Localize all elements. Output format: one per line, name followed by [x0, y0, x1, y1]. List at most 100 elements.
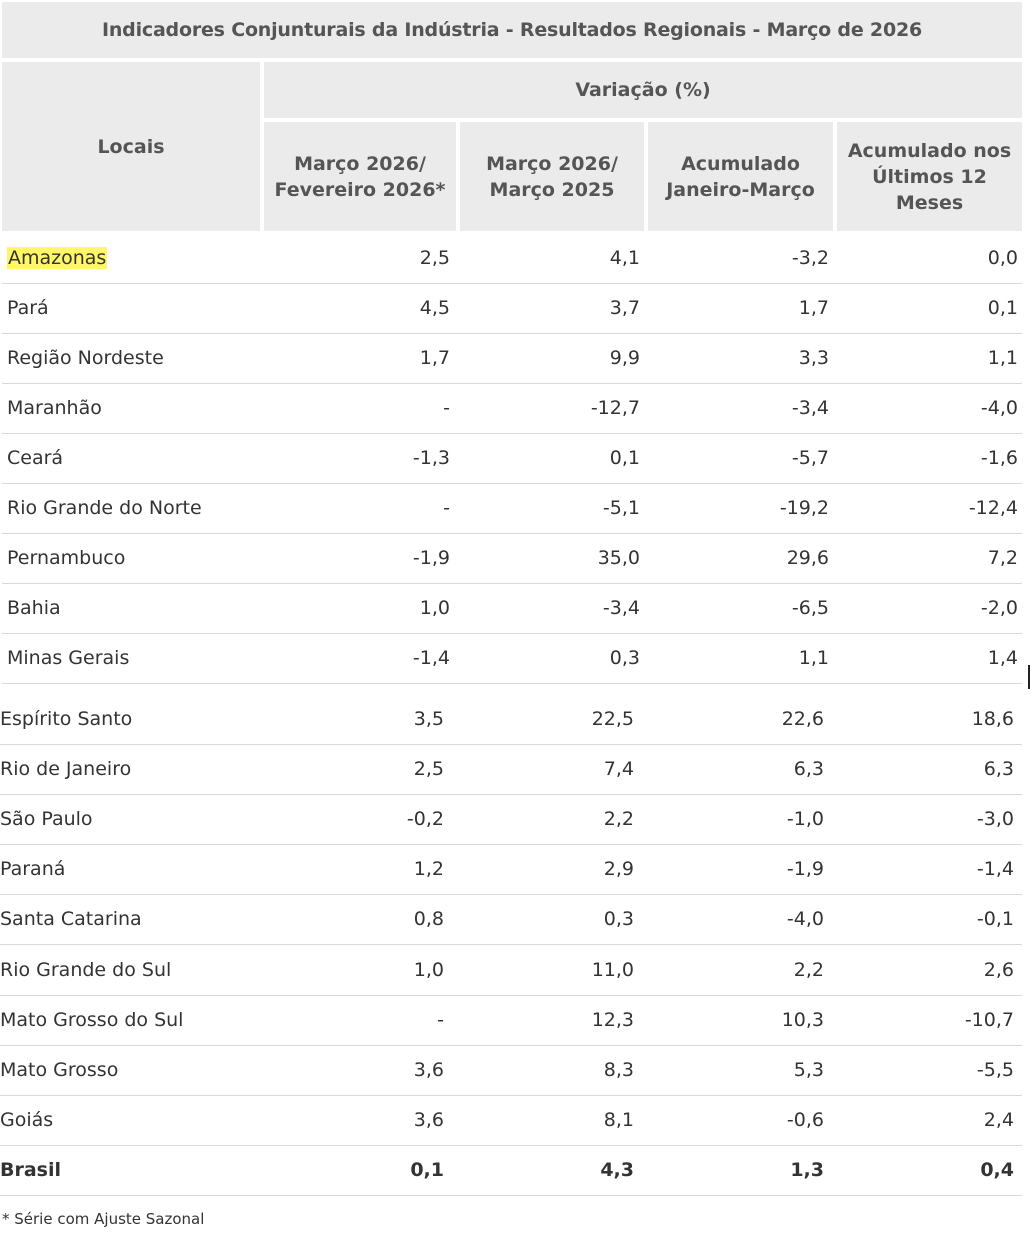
table-row: Pernambuco -1,9 35,0 29,6 7,2: [2, 534, 1022, 584]
row-value-cell: 22,5: [591, 708, 634, 730]
header-col-mar-mar: Março 2026/ Março 2025: [460, 122, 644, 231]
table-row: Mato Grosso 3,6 8,3 5,3 -5,5: [0, 1046, 1022, 1096]
row-local-label: Rio de Janeiro: [0, 758, 132, 780]
row-local-label: Pernambuco: [7, 547, 126, 569]
row-value-cell: 11,0: [591, 959, 634, 981]
row-value-cell: -5,5: [976, 1059, 1014, 1081]
table-row: Pará 4,5 3,7 1,7 0,1: [2, 284, 1022, 334]
row-value-cell: 0,1: [609, 447, 640, 469]
row-value-cell: 12,3: [591, 1009, 634, 1031]
row-local-cell: Bahia: [7, 584, 61, 633]
row-local-cell: Mato Grosso: [0, 1046, 118, 1095]
row-value-cell: -1,4: [976, 858, 1014, 880]
row-value-cell: 8,3: [603, 1059, 634, 1081]
row-value-cell: 29,6: [786, 547, 829, 569]
row-value-cell: 0,3: [603, 908, 634, 930]
row-local-cell: Santa Catarina: [0, 895, 142, 944]
row-local-label: Bahia: [7, 597, 61, 619]
table-row: Bahia 1,0 -3,4 -6,5 -2,0: [2, 584, 1022, 634]
header-col-acum-12m: Acumulado nos Últimos 12 Meses: [837, 122, 1022, 231]
row-value-cell: -1,0: [786, 808, 824, 830]
row-value-cell: 6,3: [983, 758, 1014, 780]
row-local-label: São Paulo: [0, 808, 93, 830]
table-row: Maranhão - -12,7 -3,4 -4,0: [2, 384, 1022, 434]
row-value-cell: -: [443, 497, 450, 519]
table-row: Rio Grande do Sul 1,0 11,0 2,2 2,6: [0, 946, 1022, 996]
text-cursor: [1028, 665, 1030, 689]
row-local-cell: Rio de Janeiro: [0, 745, 131, 794]
row-value-cell: -: [437, 1009, 444, 1031]
row-value-cell: -3,2: [791, 247, 829, 269]
row-value-cell: -12,4: [968, 497, 1018, 519]
row-local-label: Paraná: [0, 858, 66, 880]
header-col-label: Março 2026/ Fevereiro 2026*: [274, 152, 446, 201]
row-value-cell: 3,5: [413, 708, 444, 730]
table-title: Indicadores Conjunturais da Indústria - …: [2, 2, 1022, 58]
header-col-mar-fev: Março 2026/ Fevereiro 2026*: [264, 122, 456, 231]
row-local-cell: Brasil: [0, 1146, 61, 1195]
header-col-acum-jan-mar: Acumulado Janeiro-Março: [648, 122, 833, 231]
row-value-cell: 2,9: [603, 858, 634, 880]
table-row: Rio Grande do Norte - -5,1 -19,2 -12,4: [2, 484, 1022, 534]
row-value-cell: 3,6: [413, 1109, 444, 1131]
row-value-cell: 1,4: [987, 647, 1018, 669]
row-value-cell: 1,1: [987, 347, 1018, 369]
row-value-cell: -12,7: [590, 397, 640, 419]
row-value-cell: 10,3: [781, 1009, 824, 1031]
row-local-label: Mato Grosso: [0, 1059, 119, 1081]
row-value-cell: -0,1: [976, 908, 1014, 930]
row-local-label: Minas Gerais: [7, 647, 130, 669]
header-variacao: Variação (%): [264, 62, 1022, 118]
row-value-cell: 2,2: [793, 959, 824, 981]
row-value-cell: -: [443, 397, 450, 419]
header-col-label: Acumulado Janeiro-Março: [666, 152, 815, 201]
table-row: Espírito Santo 3,5 22,5 22,6 18,6: [0, 695, 1022, 745]
row-value-cell: 1,2: [413, 858, 444, 880]
row-value-cell: 18,6: [971, 708, 1014, 730]
header-col-label: Acumulado nos Últimos 12 Meses: [847, 139, 1012, 214]
row-value-cell: 0,3: [609, 647, 640, 669]
table-row: Rio de Janeiro 2,5 7,4 6,3 6,3: [0, 745, 1022, 795]
table-row: Paraná 1,2 2,9 -1,9 -1,4: [0, 845, 1022, 895]
row-value-cell: 9,9: [609, 347, 640, 369]
row-value-cell: 0,0: [987, 247, 1018, 269]
row-value-cell: 1,3: [790, 1159, 824, 1181]
row-value-cell: -3,0: [976, 808, 1014, 830]
row-local-label: Pará: [7, 297, 49, 319]
row-value-cell: 0,1: [410, 1159, 444, 1181]
row-value-cell: 35,0: [597, 547, 640, 569]
row-value-cell: -4,0: [786, 908, 824, 930]
row-local-cell: Espírito Santo: [0, 695, 132, 744]
row-value-cell: 7,4: [603, 758, 634, 780]
row-local-cell: Pernambuco: [7, 534, 125, 583]
row-local-cell: Mato Grosso do Sul: [0, 996, 183, 1045]
row-value-cell: -0,2: [406, 808, 444, 830]
row-value-cell: 5,3: [793, 1059, 824, 1081]
table-row: Santa Catarina 0,8 0,3 -4,0 -0,1: [0, 895, 1022, 945]
row-value-cell: 3,7: [609, 297, 640, 319]
row-value-cell: -1,9: [786, 858, 824, 880]
row-value-cell: 1,7: [419, 347, 450, 369]
row-value-cell: 1,0: [413, 959, 444, 981]
table-row: Ceará -1,3 0,1 -5,7 -1,6: [2, 434, 1022, 484]
row-value-cell: -1,3: [412, 447, 450, 469]
row-value-cell: 7,2: [987, 547, 1018, 569]
row-local-label: Região Nordeste: [7, 347, 164, 369]
table-row: Brasil 0,1 4,3 1,3 0,4: [0, 1146, 1022, 1196]
table-row: Goiás 3,6 8,1 -0,6 2,4: [0, 1096, 1022, 1146]
row-local-label: Amazonas: [7, 247, 108, 269]
row-value-cell: 2,4: [983, 1109, 1014, 1131]
row-local-label: Santa Catarina: [0, 908, 142, 930]
row-value-cell: -6,5: [791, 597, 829, 619]
row-value-cell: -5,7: [791, 447, 829, 469]
header-variacao-label: Variação (%): [575, 79, 711, 101]
row-value-cell: 4,5: [419, 297, 450, 319]
row-value-cell: -1,9: [412, 547, 450, 569]
row-value-cell: -0,6: [786, 1109, 824, 1131]
row-local-cell: São Paulo: [0, 795, 93, 844]
row-value-cell: 1,1: [798, 647, 829, 669]
table-row: Minas Gerais -1,4 0,3 1,1 1,4: [2, 634, 1022, 684]
row-local-label: Goiás: [0, 1109, 54, 1131]
row-value-cell: -10,7: [964, 1009, 1014, 1031]
row-local-cell: Região Nordeste: [7, 334, 164, 383]
